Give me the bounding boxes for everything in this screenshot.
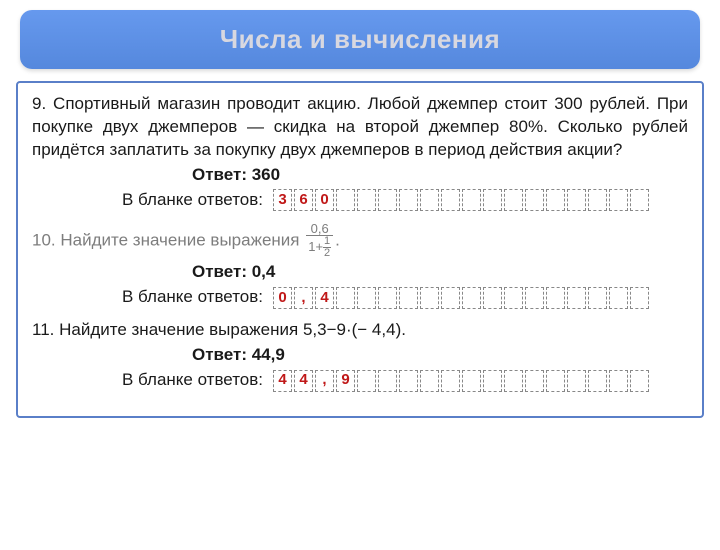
p10-prefix: 10. Найдите значение выражения: [32, 230, 304, 249]
answer-cell: [399, 287, 418, 309]
content-panel: 9. Спортивный магазин проводит акцию. Лю…: [16, 81, 704, 418]
answer-cell: [567, 287, 586, 309]
blank-label: В бланке ответов:: [122, 286, 263, 309]
answer-cell: [546, 287, 565, 309]
answer-cell: [441, 189, 460, 211]
answer-cell: [588, 370, 607, 392]
answer-prefix: Ответ:: [192, 345, 252, 364]
answer-cell: ,: [315, 370, 334, 392]
answer-cell: [567, 370, 586, 392]
problem-10-text: 10. Найдите значение выражения 0,61+12.: [32, 222, 688, 260]
answer-cell: 4: [294, 370, 313, 392]
answer-cell: [483, 370, 502, 392]
answer-cell: 4: [273, 370, 292, 392]
answer-cell: [567, 189, 586, 211]
answer-cell: [630, 287, 649, 309]
answer-cell: [609, 189, 628, 211]
answer-cell: [357, 189, 376, 211]
page-title: Числа и вычисления: [40, 24, 680, 55]
answer-cell: 4: [315, 287, 334, 309]
answer-cell: [378, 370, 397, 392]
problem-10-answer: Ответ: 0,4: [192, 261, 688, 284]
p10-suffix: .: [335, 230, 340, 249]
answer-cell: 3: [273, 189, 292, 211]
answer-cell: [399, 189, 418, 211]
frac-num: 0,6: [306, 222, 333, 237]
answer-cell: [441, 370, 460, 392]
problem-9-cells: 360: [273, 189, 649, 211]
problem-11-text: 11. Найдите значение выражения 5,3−9·(− …: [32, 319, 688, 342]
answer-cell: [588, 287, 607, 309]
frac-den: 1+12: [306, 236, 333, 259]
answer-cell: [525, 189, 544, 211]
fraction: 0,61+12: [306, 222, 333, 260]
answer-cell: [420, 370, 439, 392]
header-bar: Числа и вычисления: [20, 10, 700, 69]
answer-cell: [525, 287, 544, 309]
blank-label: В бланке ответов:: [122, 369, 263, 392]
answer-cell: [462, 287, 481, 309]
answer-cell: ,: [294, 287, 313, 309]
answer-cell: [504, 189, 523, 211]
answer-value: 44,9: [252, 345, 285, 364]
problem-10: 10. Найдите значение выражения 0,61+12. …: [32, 222, 688, 310]
answer-cell: 0: [315, 189, 334, 211]
answer-cell: [609, 370, 628, 392]
subfrac-d: 2: [323, 248, 331, 259]
problem-11-cells: 44,9: [273, 370, 649, 392]
answer-cell: [504, 287, 523, 309]
answer-cell: 0: [273, 287, 292, 309]
problem-9-text: 9. Спортивный магазин проводит акцию. Лю…: [32, 93, 688, 162]
subfrac: 12: [323, 236, 331, 259]
answer-cell: [336, 189, 355, 211]
problem-10-cells: 0,4: [273, 287, 649, 309]
answer-cell: [399, 370, 418, 392]
answer-cell: 6: [294, 189, 313, 211]
answer-cell: [609, 287, 628, 309]
problem-11-blank-row: В бланке ответов: 44,9: [122, 369, 688, 392]
answer-cell: [630, 370, 649, 392]
answer-cell: [483, 287, 502, 309]
answer-value: 360: [252, 165, 280, 184]
answer-cell: [336, 287, 355, 309]
problem-9-blank-row: В бланке ответов: 360: [122, 189, 688, 212]
answer-cell: [420, 189, 439, 211]
answer-cell: [357, 370, 376, 392]
answer-prefix: Ответ:: [192, 262, 252, 281]
problem-11-answer: Ответ: 44,9: [192, 344, 688, 367]
answer-cell: [378, 189, 397, 211]
problem-9: 9. Спортивный магазин проводит акцию. Лю…: [32, 93, 688, 212]
answer-cell: [525, 370, 544, 392]
answer-cell: [378, 287, 397, 309]
answer-cell: [483, 189, 502, 211]
answer-cell: [588, 189, 607, 211]
den-pre: 1+: [308, 239, 323, 254]
answer-cell: [630, 189, 649, 211]
answer-cell: [546, 189, 565, 211]
answer-value: 0,4: [252, 262, 276, 281]
answer-cell: [441, 287, 460, 309]
answer-cell: [504, 370, 523, 392]
answer-cell: [357, 287, 376, 309]
answer-cell: [462, 189, 481, 211]
problem-11: 11. Найдите значение выражения 5,3−9·(− …: [32, 319, 688, 392]
problem-10-blank-row: В бланке ответов: 0,4: [122, 286, 688, 309]
answer-prefix: Ответ:: [192, 165, 252, 184]
problem-9-answer: Ответ: 360: [192, 164, 688, 187]
answer-cell: [546, 370, 565, 392]
answer-cell: [462, 370, 481, 392]
answer-cell: [420, 287, 439, 309]
answer-cell: 9: [336, 370, 355, 392]
blank-label: В бланке ответов:: [122, 189, 263, 212]
